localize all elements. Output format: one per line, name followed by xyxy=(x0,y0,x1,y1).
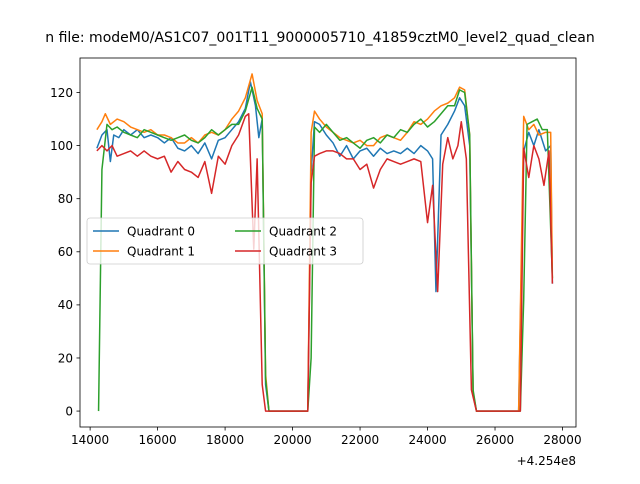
legend: Quadrant 0 Quadrant 1 Quadrant 2 Quadrant 3 xyxy=(86,217,364,265)
y-tick-label: 80 xyxy=(58,192,73,206)
legend-box xyxy=(86,217,364,265)
series-line-quadrant-0 xyxy=(96,81,554,412)
legend-label-quadrant-3: Quadrant 3 xyxy=(269,245,337,259)
chart-title: n file: modeM0/AS1C07_001T11_9000005710_… xyxy=(45,30,594,46)
x-tick-label: 24000 xyxy=(408,433,446,447)
axes: 14000 16000 18000 20000 22000 24000 26000 28000… xyxy=(50,57,582,468)
x-tick-label: 22000 xyxy=(341,433,379,447)
x-tick-label: 20000 xyxy=(273,433,311,447)
y-tick-label: 20 xyxy=(58,351,73,365)
axes-frame xyxy=(79,57,577,428)
x-tick-label: 18000 xyxy=(206,433,244,447)
y-tick-label: 120 xyxy=(50,86,73,100)
x-tick-label: 28000 xyxy=(543,433,581,447)
legend-label-quadrant-2: Quadrant 2 xyxy=(269,225,337,239)
series-line-quadrant-2 xyxy=(97,86,554,412)
y-tick-label: 0 xyxy=(65,404,73,418)
legend-label-quadrant-0: Quadrant 0 xyxy=(127,225,195,239)
y-tick-label: 60 xyxy=(58,245,73,259)
series-line-quadrant-3 xyxy=(96,113,554,412)
y-tick-label: 40 xyxy=(58,298,73,312)
plot-area xyxy=(96,73,554,412)
y-tick-label: 100 xyxy=(50,139,73,153)
x-tick-label: 26000 xyxy=(476,433,514,447)
x-tick-label: 14000 xyxy=(71,433,109,447)
x-tick-label: 16000 xyxy=(139,433,177,447)
legend-label-quadrant-1: Quadrant 1 xyxy=(127,245,195,259)
x-offset-label: +4.254e8 xyxy=(517,454,576,468)
